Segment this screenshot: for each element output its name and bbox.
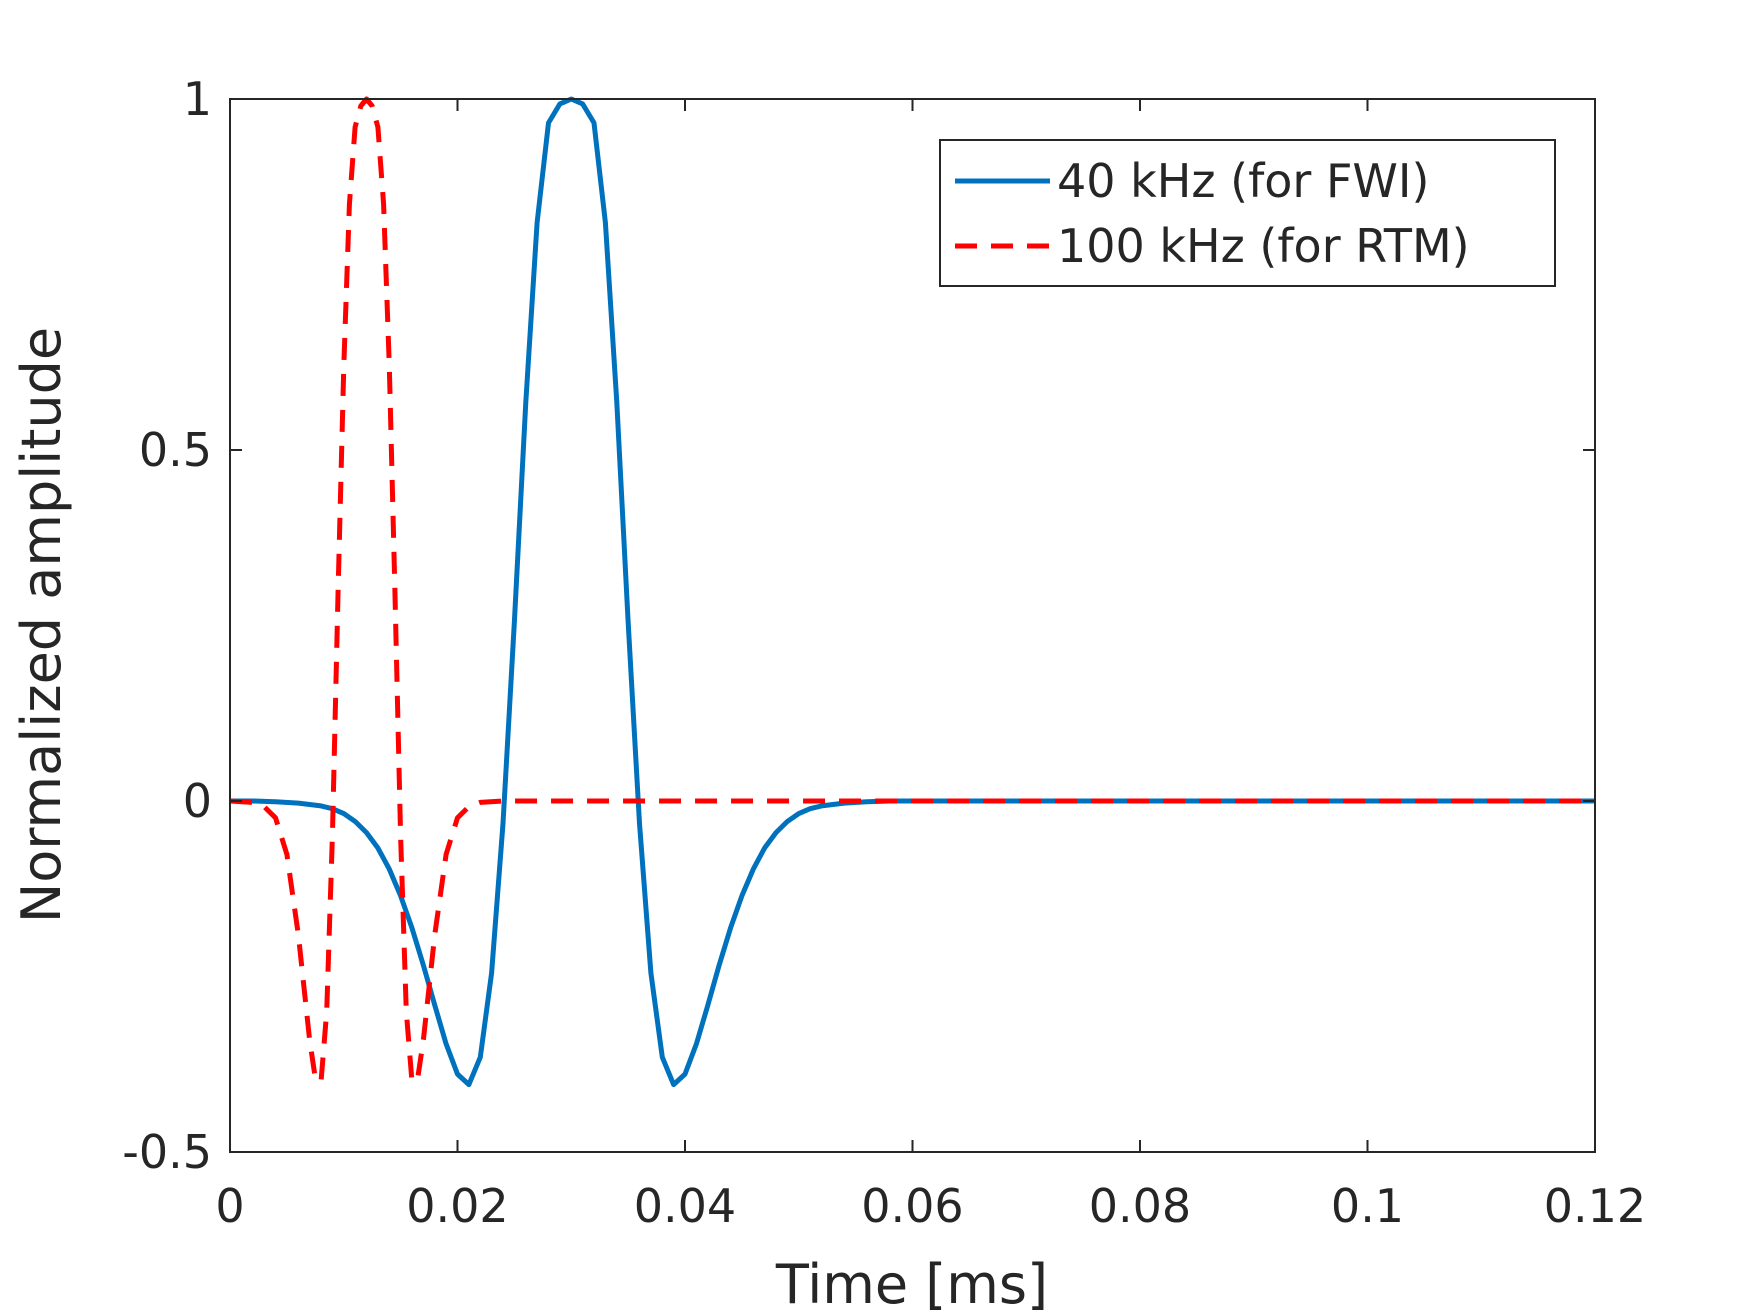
y-axis-label: Normalized amplitude [10,327,73,923]
y-tick-label: 0.5 [139,423,212,477]
x-tick-label: 0 [215,1179,244,1233]
x-tick-label: 0.06 [861,1179,963,1233]
legend-box [939,139,1556,287]
x-tick-label: 0.12 [1544,1179,1646,1233]
series-line-0 [230,96,1595,1088]
x-tick-label: 0.08 [1089,1179,1191,1233]
x-tick-label: 0.1 [1331,1179,1404,1233]
legend-label-rtm: 100 kHz (for RTM) [1057,219,1470,273]
x-tick-label: 0.04 [634,1179,736,1233]
series-line-1 [229,96,1595,1085]
x-axis-label: Time [ms] [775,1253,1048,1313]
series-layer [229,96,1595,1088]
x-axis: 0 0.02 0.04 0.06 0.08 0.1 0.12 [215,99,1646,1233]
legend-label-fwi: 40 kHz (for FWI) [1057,154,1429,208]
y-axis: -0.5 0 0.5 1 [122,72,1595,1179]
x-tick-label: 0.02 [406,1179,508,1233]
y-tick-label: 1 [183,72,212,126]
y-tick-label: 0 [183,774,212,828]
y-tick-label: -0.5 [122,1125,212,1179]
legend: 40 kHz (for FWI) 100 kHz (for RTM) [939,139,1556,287]
